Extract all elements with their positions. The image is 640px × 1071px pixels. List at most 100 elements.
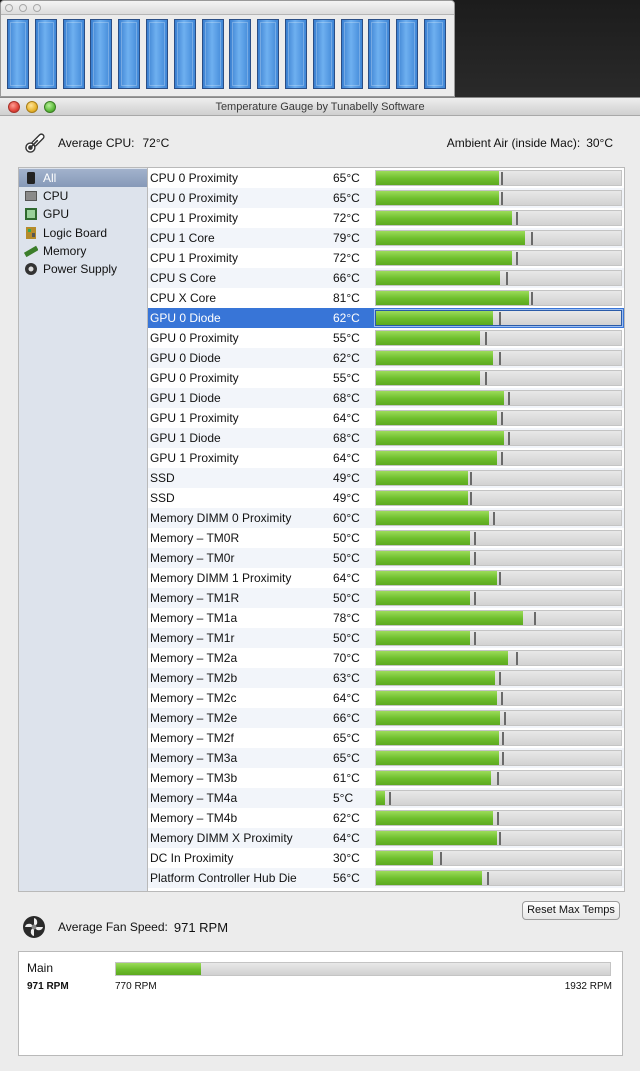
temperature-bar-fill	[376, 531, 470, 545]
max-temperature-marker	[501, 692, 503, 705]
sensor-name: SSD	[150, 491, 175, 505]
sensor-row[interactable]: Memory – TM4b 62°C	[148, 808, 624, 828]
temperature-bar-fill	[376, 771, 491, 785]
mini-temp-bar	[7, 19, 29, 89]
max-temperature-marker	[499, 672, 501, 685]
sidebar-item-all[interactable]: All	[19, 169, 147, 187]
sensor-temperature: 64°C	[333, 411, 360, 425]
temperature-bar-fill	[376, 391, 504, 405]
sensor-row[interactable]: DC In Proximity 30°C	[148, 848, 624, 868]
sensor-row[interactable]: GPU 1 Diode 68°C	[148, 388, 624, 408]
sensor-row[interactable]: Memory – TM2e 66°C	[148, 708, 624, 728]
max-temperature-marker	[497, 772, 499, 785]
temperature-bar	[375, 450, 622, 466]
close-button[interactable]	[8, 101, 20, 113]
sensor-name: Memory – TM2e	[150, 711, 238, 725]
mini-temp-bar	[146, 19, 168, 89]
reset-max-temps-button[interactable]: Reset Max Temps	[522, 901, 620, 920]
sensor-row[interactable]: GPU 0 Proximity 55°C	[148, 368, 624, 388]
sensor-row[interactable]: SSD 49°C	[148, 468, 624, 488]
max-temperature-marker	[499, 352, 501, 365]
sidebar-item-logic-board[interactable]: Logic Board	[19, 224, 147, 242]
sensor-row[interactable]: GPU 1 Proximity 64°C	[148, 448, 624, 468]
sensor-temperature: 65°C	[333, 171, 360, 185]
sensor-name: CPU 1 Proximity	[150, 251, 239, 265]
mini-temp-bar	[229, 19, 252, 89]
sensor-temperature: 68°C	[333, 391, 360, 405]
temperature-bar	[375, 170, 622, 186]
sensor-row[interactable]: Memory – TM2f 65°C	[148, 728, 624, 748]
sensor-name: GPU 0 Diode	[150, 351, 221, 365]
sensor-temperature: 64°C	[333, 571, 360, 585]
sensor-name: Memory – TM3a	[150, 751, 238, 765]
temperature-bar-fill	[376, 671, 495, 685]
sensor-row[interactable]: Memory DIMM 0 Proximity 60°C	[148, 508, 624, 528]
sensor-row[interactable]: Memory – TM1R 50°C	[148, 588, 624, 608]
sensor-row[interactable]: Platform Controller Hub Die 56°C	[148, 868, 624, 888]
sensor-row[interactable]: Memory – TM2c 64°C	[148, 688, 624, 708]
max-temperature-marker	[485, 332, 487, 345]
temperature-bar-fill	[376, 311, 493, 325]
sensor-row[interactable]: CPU 0 Proximity 65°C	[148, 188, 624, 208]
sensor-temperature: 78°C	[333, 611, 360, 625]
sensor-name: Memory – TM4b	[150, 811, 238, 825]
sensor-row[interactable]: GPU 0 Diode 62°C	[148, 308, 624, 328]
sidebar-item-memory[interactable]: Memory	[19, 242, 147, 260]
sensor-row[interactable]: GPU 1 Diode 68°C	[148, 428, 624, 448]
mini-close-button[interactable]	[5, 4, 13, 12]
sidebar-item-label: Memory	[43, 243, 87, 258]
sensor-row[interactable]: CPU 1 Proximity 72°C	[148, 248, 624, 268]
temperature-bar-fill	[376, 611, 523, 625]
max-temperature-marker	[534, 612, 536, 625]
mini-zoom-button[interactable]	[33, 4, 41, 12]
temperature-bar-fill	[376, 811, 493, 825]
fan-panel: Main 971 RPM 770 RPM 1932 RPM	[18, 951, 623, 1056]
sensor-row[interactable]: Memory – TM3a 65°C	[148, 748, 624, 768]
logic-board-icon	[24, 226, 38, 240]
mini-temp-bar	[62, 19, 85, 89]
max-temperature-marker	[506, 272, 508, 285]
sensor-row[interactable]: Memory – TM1a 78°C	[148, 608, 624, 628]
sensor-row[interactable]: Memory – TM2a 70°C	[148, 648, 624, 668]
sensor-row[interactable]: GPU 0 Diode 62°C	[148, 348, 624, 368]
sensor-row[interactable]: GPU 1 Proximity 64°C	[148, 408, 624, 428]
sensor-row[interactable]: Memory – TM3b 61°C	[148, 768, 624, 788]
sensor-row[interactable]: Memory – TM1r 50°C	[148, 628, 624, 648]
max-temperature-marker	[501, 192, 503, 205]
minimize-button[interactable]	[26, 101, 38, 113]
cpu-icon	[24, 189, 38, 203]
temperature-bar-fill	[376, 431, 504, 445]
max-temperature-marker	[502, 732, 504, 745]
sidebar-item-gpu[interactable]: GPU	[19, 205, 147, 223]
sidebar-item-label: Power Supply	[43, 262, 118, 276]
sensor-row[interactable]: CPU 0 Proximity 65°C	[148, 168, 624, 188]
sensor-row[interactable]: CPU X Core 81°C	[148, 288, 624, 308]
mini-minimize-button[interactable]	[19, 4, 27, 12]
sensor-temperature: 60°C	[333, 511, 360, 525]
sensor-temperature: 56°C	[333, 871, 360, 885]
sensor-row[interactable]: CPU 1 Core 79°C	[148, 228, 624, 248]
sensor-row[interactable]: CPU S Core 66°C	[148, 268, 624, 288]
sidebar-item-power-supply[interactable]: Power Supply	[19, 260, 147, 278]
sensor-row[interactable]: CPU 1 Proximity 72°C	[148, 208, 624, 228]
temperature-bar	[375, 690, 622, 706]
sensor-row[interactable]: Memory – TM0r 50°C	[148, 548, 624, 568]
sensor-name: Memory – TM2c	[150, 691, 237, 705]
max-temperature-marker	[499, 572, 501, 585]
sensor-name: Memory – TM1R	[150, 591, 240, 605]
gpu-icon	[24, 207, 38, 221]
sidebar-item-cpu[interactable]: CPU	[19, 187, 147, 205]
sensor-row[interactable]: Memory – TM2b 63°C	[148, 668, 624, 688]
temperature-bar	[375, 250, 622, 266]
sensor-row[interactable]: Memory DIMM X Proximity 64°C	[148, 828, 624, 848]
sensor-row[interactable]: Memory – TM0R 50°C	[148, 528, 624, 548]
max-temperature-marker	[440, 852, 442, 865]
sensor-temperature: 5°C	[333, 791, 354, 805]
sensor-temperature: 72°C	[333, 251, 360, 265]
zoom-button[interactable]	[44, 101, 56, 113]
sensor-row[interactable]: Memory – TM4a 5°C	[148, 788, 624, 808]
mini-temp-bar	[173, 19, 196, 89]
sensor-row[interactable]: SSD 49°C	[148, 488, 624, 508]
sensor-row[interactable]: Memory DIMM 1 Proximity 64°C	[148, 568, 624, 588]
sensor-row[interactable]: GPU 0 Proximity 55°C	[148, 328, 624, 348]
